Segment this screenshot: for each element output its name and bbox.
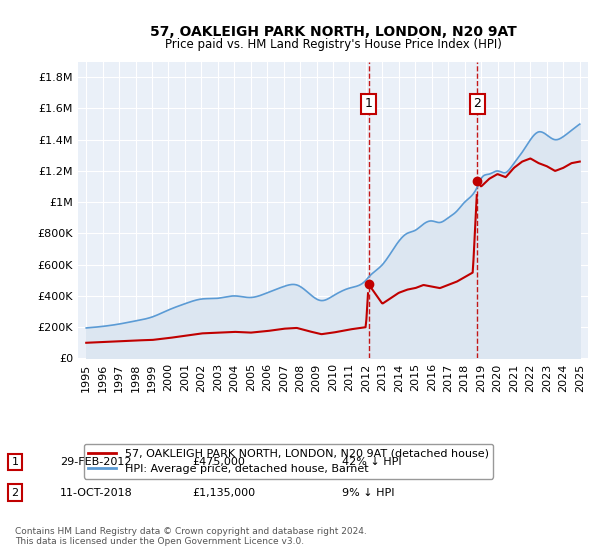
Text: 1: 1 [365,97,373,110]
Text: Price paid vs. HM Land Registry's House Price Index (HPI): Price paid vs. HM Land Registry's House … [164,38,502,51]
Text: 1: 1 [11,457,19,467]
Text: £475,000: £475,000 [192,457,245,467]
Legend: 57, OAKLEIGH PARK NORTH, LONDON, N20 9AT (detached house), HPI: Average price, d: 57, OAKLEIGH PARK NORTH, LONDON, N20 9AT… [83,444,493,479]
Text: 2: 2 [11,488,19,498]
Text: 11-OCT-2018: 11-OCT-2018 [60,488,133,498]
Text: 42% ↓ HPI: 42% ↓ HPI [342,457,401,467]
Text: 9% ↓ HPI: 9% ↓ HPI [342,488,395,498]
Text: 57, OAKLEIGH PARK NORTH, LONDON, N20 9AT: 57, OAKLEIGH PARK NORTH, LONDON, N20 9AT [149,25,517,39]
Title: 57, OAKLEIGH PARK NORTH, LONDON, N20 9AT
Price paid vs. HM Land Registry's House: 57, OAKLEIGH PARK NORTH, LONDON, N20 9AT… [0,559,1,560]
Text: 2: 2 [473,97,481,110]
Text: Contains HM Land Registry data © Crown copyright and database right 2024.
This d: Contains HM Land Registry data © Crown c… [15,526,367,546]
Text: 29-FEB-2012: 29-FEB-2012 [60,457,131,467]
Text: £1,135,000: £1,135,000 [192,488,255,498]
